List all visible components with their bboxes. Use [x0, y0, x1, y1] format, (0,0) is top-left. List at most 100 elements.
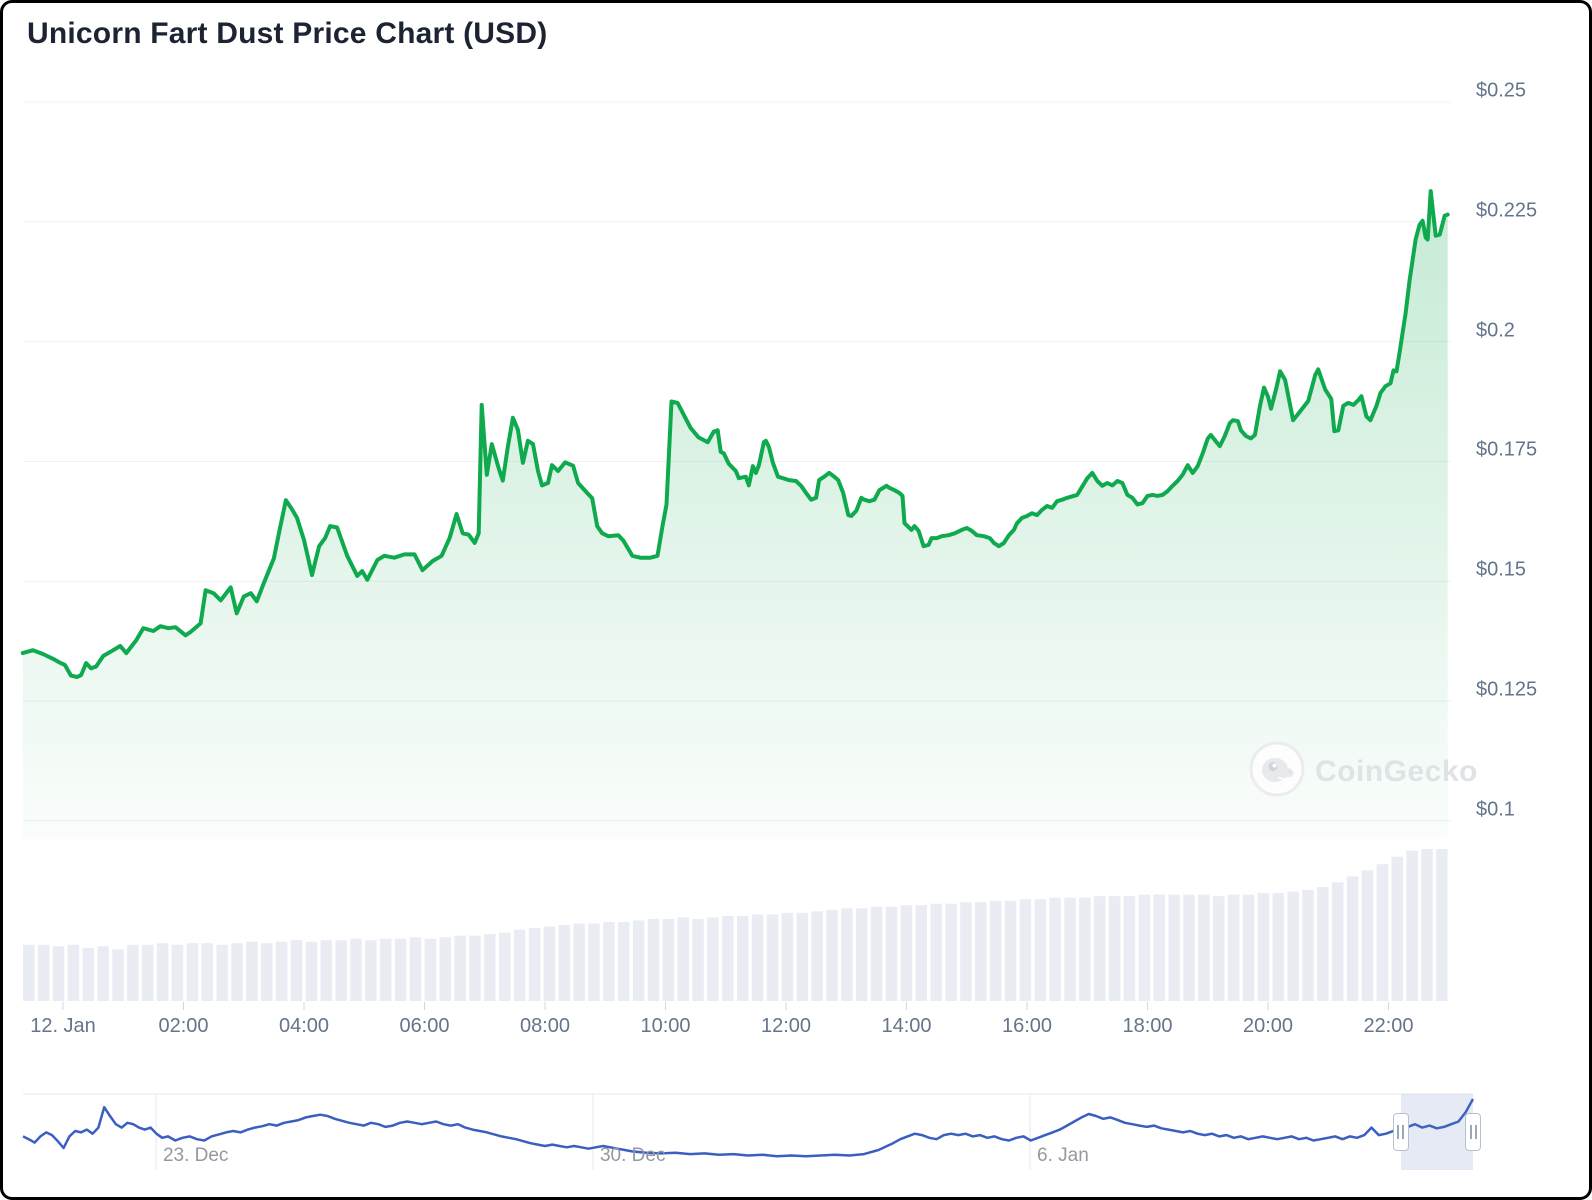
navigator-right-handle[interactable]: [1465, 1113, 1481, 1151]
volume-bar: [350, 938, 362, 1001]
y-axis-tick-label: $0.15: [1476, 558, 1527, 581]
price-line-series: [20, 189, 1450, 679]
x-axis-tick-label: 20:00: [1242, 1015, 1294, 1037]
navigator-line-series: [22, 1098, 1475, 1158]
volume-bar: [320, 940, 332, 1001]
x-axis-tick-label: 04:00: [278, 1015, 330, 1037]
volume-bar: [1168, 894, 1180, 1001]
volume-bar: [1406, 850, 1418, 1001]
volume-bar: [1257, 893, 1270, 1001]
volume-bar: [677, 917, 689, 1001]
volume-bar: [1034, 899, 1046, 1001]
volume-bar: [915, 905, 927, 1001]
volume-bar: [156, 943, 169, 1001]
x-axis-tick-label: 06:00: [399, 1015, 450, 1037]
volume-bar: [1421, 849, 1433, 1001]
volume-bar: [1213, 896, 1225, 1001]
volume-bar: [201, 943, 213, 1001]
x-axis-tick-label: 08:00: [519, 1015, 571, 1037]
x-axis-tick-label: 22:00: [1363, 1015, 1414, 1037]
volume-bar: [380, 938, 392, 1001]
volume-bar: [647, 918, 660, 1001]
volume-bar: [1049, 897, 1061, 1001]
volume-bar: [737, 915, 749, 1001]
volume-bar: [246, 941, 258, 1001]
y-axis-tick-label: $0.125: [1476, 678, 1538, 701]
volume-bar: [1198, 894, 1210, 1001]
volume-bar: [811, 911, 823, 1001]
volume-bar: [989, 900, 1002, 1001]
volume-bar: [97, 946, 109, 1001]
coingecko-logo-icon: [1249, 741, 1305, 802]
coingecko-watermark-text: CoinGecko: [1315, 754, 1478, 788]
y-axis-tick-label: $0.225: [1476, 199, 1538, 222]
price-area-fill: [22, 191, 1448, 840]
page-title: Unicorn Fart Dust Price Chart (USD): [27, 17, 548, 50]
volume-bar: [1079, 897, 1091, 1001]
volume-bar: [1183, 894, 1195, 1001]
volume-bar: [1346, 876, 1359, 1001]
navigator-selected-range[interactable]: [1400, 1094, 1473, 1170]
volume-bar: [751, 914, 764, 1001]
x-axis-tick-label: 12:00: [760, 1015, 812, 1037]
volume-bar: [261, 943, 273, 1001]
volume-bar: [439, 937, 451, 1001]
volume-bar: [960, 902, 972, 1001]
volume-bar: [1242, 894, 1255, 1001]
volume-bar: [558, 925, 570, 1001]
volume-bar: [142, 944, 154, 1001]
volume-bar: [513, 929, 526, 1001]
chart-canvas[interactable]: [3, 3, 1592, 1200]
volume-bar: [1019, 899, 1032, 1001]
volume-bar: [1108, 896, 1121, 1001]
volume-bar: [216, 944, 228, 1001]
volume-bar: [1004, 900, 1017, 1001]
y-axis-tick-label: $0.1: [1476, 798, 1515, 821]
volume-bar: [275, 941, 288, 1001]
volume-bar: [543, 926, 556, 1001]
volume-bar: [826, 909, 838, 1001]
volume-bar: [231, 943, 243, 1001]
volume-bar: [1436, 849, 1448, 1001]
volume-bar: [1287, 891, 1299, 1001]
coingecko-watermark: CoinGecko: [1249, 741, 1478, 802]
volume-bar: [885, 906, 898, 1001]
volume-bar: [1376, 864, 1389, 1001]
x-axis-tick-label: 10:00: [640, 1015, 691, 1037]
volume-bar: [528, 928, 541, 1001]
volume-bar: [796, 912, 808, 1001]
volume-bar: [707, 917, 719, 1001]
volume-bar: [722, 915, 734, 1001]
volume-bar: [112, 949, 124, 1001]
volume-bar: [499, 932, 511, 1001]
navigator-date-label: 23. Dec: [162, 1145, 229, 1166]
volume-bar: [127, 944, 139, 1001]
y-axis-tick-label: $0.175: [1476, 438, 1538, 461]
volume-bar: [52, 946, 65, 1001]
volume-bar: [632, 920, 645, 1001]
volume-bar: [692, 918, 704, 1001]
x-axis-tick-label: 14:00: [881, 1015, 932, 1037]
volume-bar: [394, 938, 407, 1001]
x-axis-tick-label: 16:00: [1001, 1015, 1053, 1037]
navigator-left-handle[interactable]: [1392, 1113, 1409, 1151]
volume-bar: [1332, 882, 1344, 1001]
volume-bar: [305, 941, 318, 1001]
navigator-date-label: 30. Dec: [599, 1145, 666, 1166]
volume-bar: [1272, 893, 1284, 1001]
volume-bar: [1123, 896, 1136, 1001]
volume-bar: [454, 935, 466, 1001]
volume-bar: [573, 923, 585, 1001]
volume-bar: [930, 903, 942, 1001]
volume-bar: [469, 935, 481, 1001]
volume-bar: [1391, 856, 1403, 1001]
x-axis-tick-label: 02:00: [158, 1015, 209, 1037]
x-axis-tick-label: 18:00: [1122, 1015, 1173, 1037]
volume-bar: [186, 943, 199, 1001]
volume-bar: [603, 922, 615, 1001]
volume-bar: [1138, 894, 1151, 1001]
volume-bar: [618, 922, 630, 1001]
volume-bar: [290, 940, 303, 1001]
volume-bar: [1302, 890, 1314, 1001]
